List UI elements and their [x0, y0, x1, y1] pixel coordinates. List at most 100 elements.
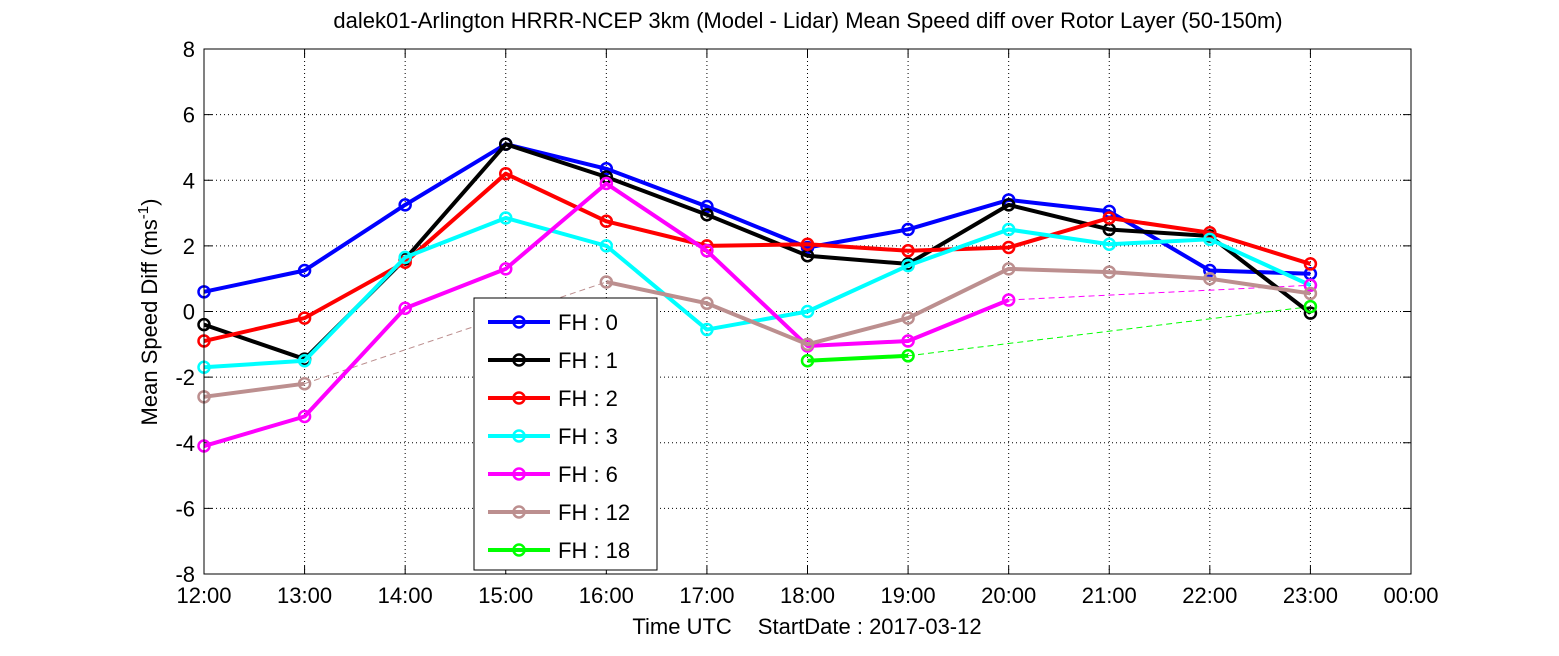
legend-marker: [512, 467, 526, 481]
data-point-fh-3: [398, 250, 412, 265]
legend-label: FH : 3: [558, 424, 618, 449]
legend-marker: [512, 429, 526, 443]
data-point-fh-2: [297, 311, 312, 325]
x-tick-label: 17:00: [679, 583, 734, 608]
x-tick-label: 16:00: [579, 583, 634, 608]
data-point-fh-18: [1303, 299, 1318, 314]
data-point-fh-2: [499, 166, 513, 181]
y-tick-label: -2: [175, 365, 195, 390]
x-tick-label: 22:00: [1182, 583, 1237, 608]
x-tick-label: 18:00: [780, 583, 835, 608]
legend-label: FH : 2: [558, 386, 618, 411]
data-point-fh-0: [398, 198, 412, 212]
data-point-fh-3: [700, 322, 714, 337]
x-tick-label: 12:00: [176, 583, 231, 608]
y-axis-title: Mean Speed Diff (ms: [137, 219, 162, 425]
data-point-fh-3: [1001, 222, 1016, 237]
x-tick-label: 00:00: [1383, 583, 1438, 608]
x-tick-label: 19:00: [881, 583, 936, 608]
y-axis-unit-exponent: -1: [135, 206, 152, 219]
x-axis-startdate: StartDate : 2017-03-12: [758, 614, 982, 639]
plot-frame: [203, 48, 1412, 575]
data-point-fh-0: [599, 162, 614, 176]
data-point-fh-2: [901, 244, 915, 258]
series-line-fh-12: [605, 266, 1311, 347]
y-tick-label: -8: [175, 562, 195, 587]
data-point-fh-0: [297, 263, 312, 278]
data-point-fh-2: [1001, 240, 1016, 255]
data-point-fh-12: [1203, 271, 1217, 286]
data-point-fh-2: [800, 237, 815, 251]
data-point-fh-12: [800, 337, 815, 352]
legend-label: FH : 18: [558, 538, 630, 563]
data-point-fh-1: [1001, 198, 1016, 212]
legend-label: FH : 6: [558, 462, 618, 487]
data-point-fh-12: [1102, 265, 1116, 279]
data-point-fh-2: [1303, 257, 1318, 271]
y-tick-label: 0: [183, 300, 195, 325]
legend-marker: [512, 315, 526, 329]
legend-label: FH : 0: [558, 310, 618, 335]
legend-marker: [512, 505, 526, 519]
data-point-fh-3: [599, 239, 614, 253]
x-tick-label: 14:00: [378, 583, 433, 608]
series-line-fh-3: [203, 215, 1312, 370]
data-point-fh-6: [297, 409, 312, 424]
legend-label: FH : 12: [558, 500, 630, 525]
x-tick-label: 20:00: [981, 583, 1036, 608]
data-point-fh-18: [800, 353, 815, 368]
plot-area: 12:00 13:00 14:00 15:00 16:00 17:00 18:00 19:00…: [175, 37, 1438, 608]
x-tick-label: 13:00: [277, 583, 332, 608]
y-tick-label: 6: [183, 103, 195, 128]
chart-title: dalek01-Arlington HRRR-NCEP 3km (Model -…: [333, 8, 1282, 33]
data-point-fh-0: [700, 199, 714, 214]
y-tick-label: 4: [183, 168, 195, 193]
data-point-fh-2: [1102, 211, 1116, 225]
data-point-fh-1: [499, 137, 513, 151]
data-point-fh-6: [1303, 278, 1318, 292]
data-point-fh-3: [1203, 232, 1217, 247]
x-tick-label: 21:00: [1082, 583, 1137, 608]
x-tick-label: 15:00: [478, 583, 533, 608]
legend-marker: [512, 391, 526, 405]
data-point-fh-12: [700, 296, 714, 311]
data-point-fh-1: [1303, 306, 1318, 320]
data-point-fh-12: [1001, 262, 1016, 276]
data-point-fh-3: [901, 258, 915, 273]
series-line-fh-18: [807, 353, 909, 363]
data-point-fh-6: [599, 176, 614, 191]
data-point-fh-12: [599, 275, 614, 289]
data-point-fh-6: [398, 301, 412, 315]
y-tick-label: -4: [175, 431, 195, 456]
series-line-fh-6: [203, 181, 1010, 448]
data-point-fh-18: [901, 349, 915, 363]
series-line-fh-2: [203, 171, 1312, 343]
series-gap-connector: [908, 306, 1311, 357]
y-axis-label: Mean Speed Diff (ms-1): [135, 199, 162, 426]
data-point-fh-2: [599, 214, 614, 229]
data-point-fh-3: [1102, 237, 1116, 251]
x-axis-title: Time UTC: [632, 614, 732, 639]
data-point-fh-6: [499, 262, 513, 276]
legend-label: FH : 1: [558, 348, 618, 373]
data-point-fh-0: [1203, 263, 1217, 278]
data-point-fh-12: [901, 311, 915, 325]
x-axis-label: Time UTC StartDate : 2017-03-12: [632, 614, 981, 639]
data-point-fh-3: [800, 304, 815, 319]
data-point-fh-12: [297, 376, 312, 391]
data-point-fh-6: [901, 334, 915, 348]
data-point-fh-0: [901, 222, 915, 237]
data-point-fh-1: [700, 207, 714, 222]
data-point-fh-3: [297, 353, 312, 368]
legend-marker: [512, 353, 526, 367]
x-tick-label: 23:00: [1283, 583, 1338, 608]
y-tick-label: 8: [183, 37, 195, 62]
data-point-fh-12: [1303, 286, 1318, 301]
data-point-fh-6: [1001, 293, 1016, 307]
series-line-fh-12: [203, 381, 305, 399]
legend-marker: [512, 543, 526, 557]
data-point-fh-3: [499, 211, 513, 225]
y-tick-label: 2: [183, 234, 195, 259]
y-axis-title-close: ): [137, 199, 162, 206]
